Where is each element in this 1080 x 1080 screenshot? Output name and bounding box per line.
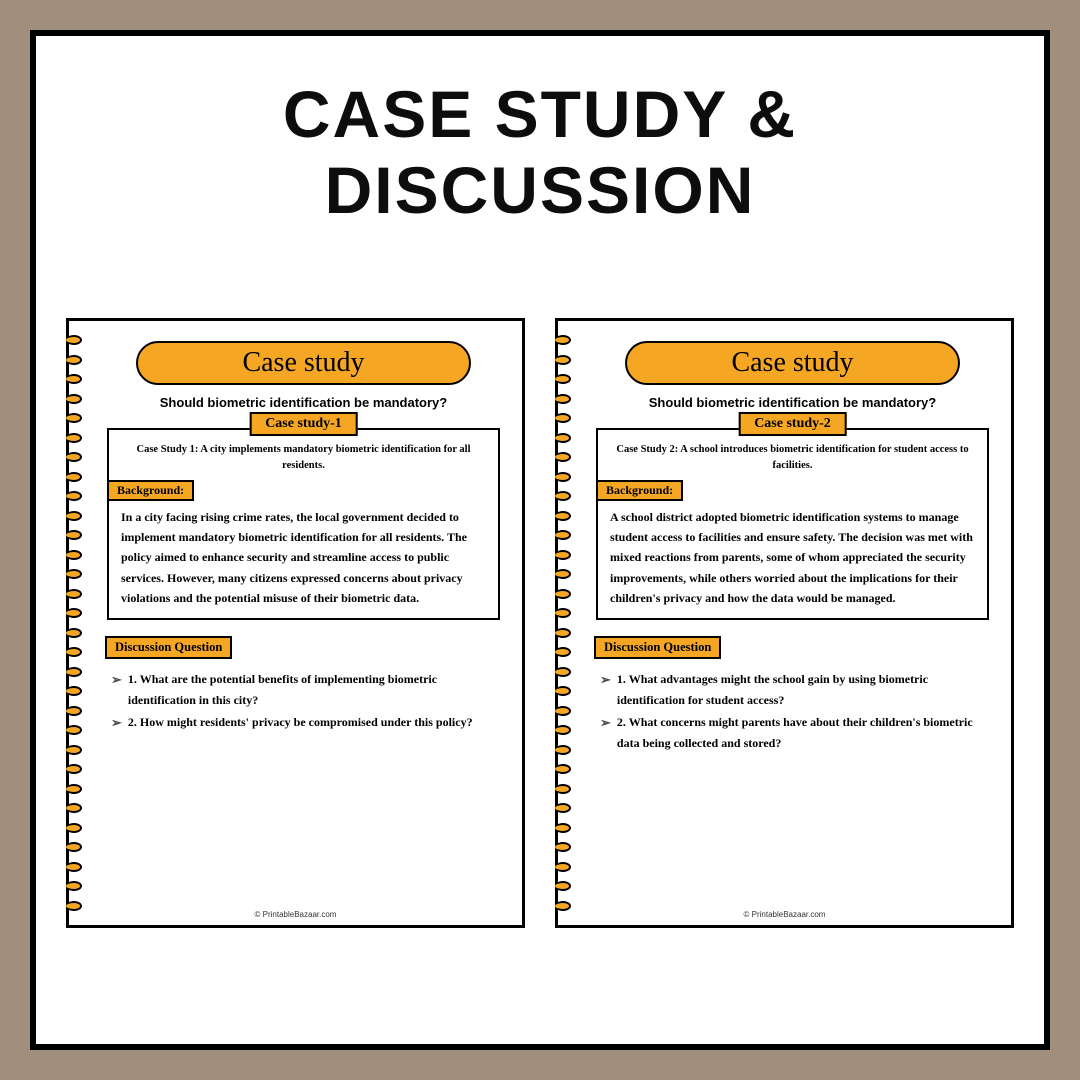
spiral-ring: [555, 472, 571, 482]
spiral-ring: [555, 628, 571, 638]
spiral-ring: [555, 413, 571, 423]
spiral-ring: [66, 842, 82, 852]
spiral-binding: [66, 335, 84, 911]
question-item: ➢1. What are the potential benefits of i…: [111, 669, 500, 710]
spiral-ring: [66, 355, 82, 365]
spiral-ring: [66, 335, 82, 345]
spiral-ring: [66, 374, 82, 384]
spiral-ring: [555, 667, 571, 677]
background-text: A school district adopted biometric iden…: [610, 507, 975, 609]
case-box: Case study-1 Case Study 1: A city implem…: [107, 428, 500, 620]
case-intro: Case Study 2: A school introduces biomet…: [610, 442, 975, 474]
spiral-ring: [66, 433, 82, 443]
spiral-ring: [66, 530, 82, 540]
spiral-ring: [555, 394, 571, 404]
spiral-ring: [66, 550, 82, 560]
questions-list: ➢1. What are the potential benefits of i…: [107, 669, 500, 734]
spiral-ring: [555, 491, 571, 501]
spiral-ring: [66, 569, 82, 579]
spiral-ring: [555, 725, 571, 735]
spiral-ring: [555, 842, 571, 852]
spiral-ring: [66, 686, 82, 696]
spiral-ring: [66, 608, 82, 618]
header-pill: Case study: [625, 341, 959, 385]
spiral-binding: [555, 335, 573, 911]
background-label: Background:: [107, 480, 194, 501]
spiral-ring: [555, 784, 571, 794]
question-text: 2. How might residents' privacy be compr…: [128, 712, 473, 734]
spiral-ring: [555, 355, 571, 365]
spiral-ring: [66, 511, 82, 521]
spiral-ring: [66, 706, 82, 716]
spiral-ring: [555, 706, 571, 716]
spiral-ring: [555, 511, 571, 521]
spiral-ring: [555, 433, 571, 443]
spiral-ring: [555, 569, 571, 579]
spiral-ring: [555, 862, 571, 872]
discussion-label: Discussion Question: [105, 636, 232, 659]
spiral-ring: [66, 647, 82, 657]
spiral-ring: [555, 647, 571, 657]
spiral-ring: [66, 491, 82, 501]
spiral-ring: [66, 667, 82, 677]
header-pill-text: Case study: [242, 347, 364, 378]
worksheet-page-2: Case study Should biometric identificati…: [555, 318, 1014, 928]
outer-frame: Case study & Discussion: [30, 30, 1050, 1050]
header-pill: Case study: [136, 341, 470, 385]
case-box: Case study-2 Case Study 2: A school intr…: [596, 428, 989, 620]
spiral-ring: [66, 628, 82, 638]
bullet-icon: ➢: [111, 669, 122, 710]
question-text: 1. What are the potential benefits of im…: [128, 669, 500, 710]
spiral-ring: [66, 862, 82, 872]
spiral-ring: [66, 452, 82, 462]
worksheet-page-1: Case study Should biometric identificati…: [66, 318, 525, 928]
spiral-ring: [555, 764, 571, 774]
spiral-ring: [555, 803, 571, 813]
spiral-ring: [555, 686, 571, 696]
spiral-ring: [555, 530, 571, 540]
pages-row: Case study Should biometric identificati…: [66, 318, 1014, 928]
question-item: ➢2. What concerns might parents have abo…: [600, 712, 989, 753]
footer-text: © PrintableBazaar.com: [558, 910, 1011, 919]
spiral-ring: [555, 745, 571, 755]
spiral-ring: [555, 374, 571, 384]
spiral-ring: [66, 881, 82, 891]
subtitle: Should biometric identification be manda…: [107, 395, 500, 410]
bullet-icon: ➢: [111, 712, 122, 734]
background-label: Background:: [596, 480, 683, 501]
spiral-ring: [555, 823, 571, 833]
question-text: 2. What concerns might parents have abou…: [617, 712, 989, 753]
spiral-ring: [66, 472, 82, 482]
spiral-ring: [555, 608, 571, 618]
case-intro: Case Study 1: A city implements mandator…: [121, 442, 486, 474]
spiral-ring: [66, 764, 82, 774]
spiral-ring: [66, 745, 82, 755]
question-text: 1. What advantages might the school gain…: [617, 669, 989, 710]
spiral-ring: [555, 589, 571, 599]
bullet-icon: ➢: [600, 712, 611, 753]
spiral-ring: [66, 413, 82, 423]
header-pill-text: Case study: [731, 347, 853, 378]
case-tab: Case study-2: [738, 412, 847, 436]
spiral-ring: [66, 725, 82, 735]
main-title: Case study & Discussion: [66, 76, 1014, 228]
case-tab: Case study-1: [249, 412, 358, 436]
spiral-ring: [66, 784, 82, 794]
spiral-ring: [66, 589, 82, 599]
spiral-ring: [555, 452, 571, 462]
spiral-ring: [555, 881, 571, 891]
spiral-ring: [555, 550, 571, 560]
spiral-ring: [66, 394, 82, 404]
spiral-ring: [66, 823, 82, 833]
footer-text: © PrintableBazaar.com: [69, 910, 522, 919]
bullet-icon: ➢: [600, 669, 611, 710]
question-item: ➢1. What advantages might the school gai…: [600, 669, 989, 710]
discussion-label: Discussion Question: [594, 636, 721, 659]
spiral-ring: [555, 335, 571, 345]
background-text: In a city facing rising crime rates, the…: [121, 507, 486, 609]
spiral-ring: [66, 803, 82, 813]
questions-list: ➢1. What advantages might the school gai…: [596, 669, 989, 753]
subtitle: Should biometric identification be manda…: [596, 395, 989, 410]
question-item: ➢ 2. How might residents' privacy be comp…: [111, 712, 500, 734]
